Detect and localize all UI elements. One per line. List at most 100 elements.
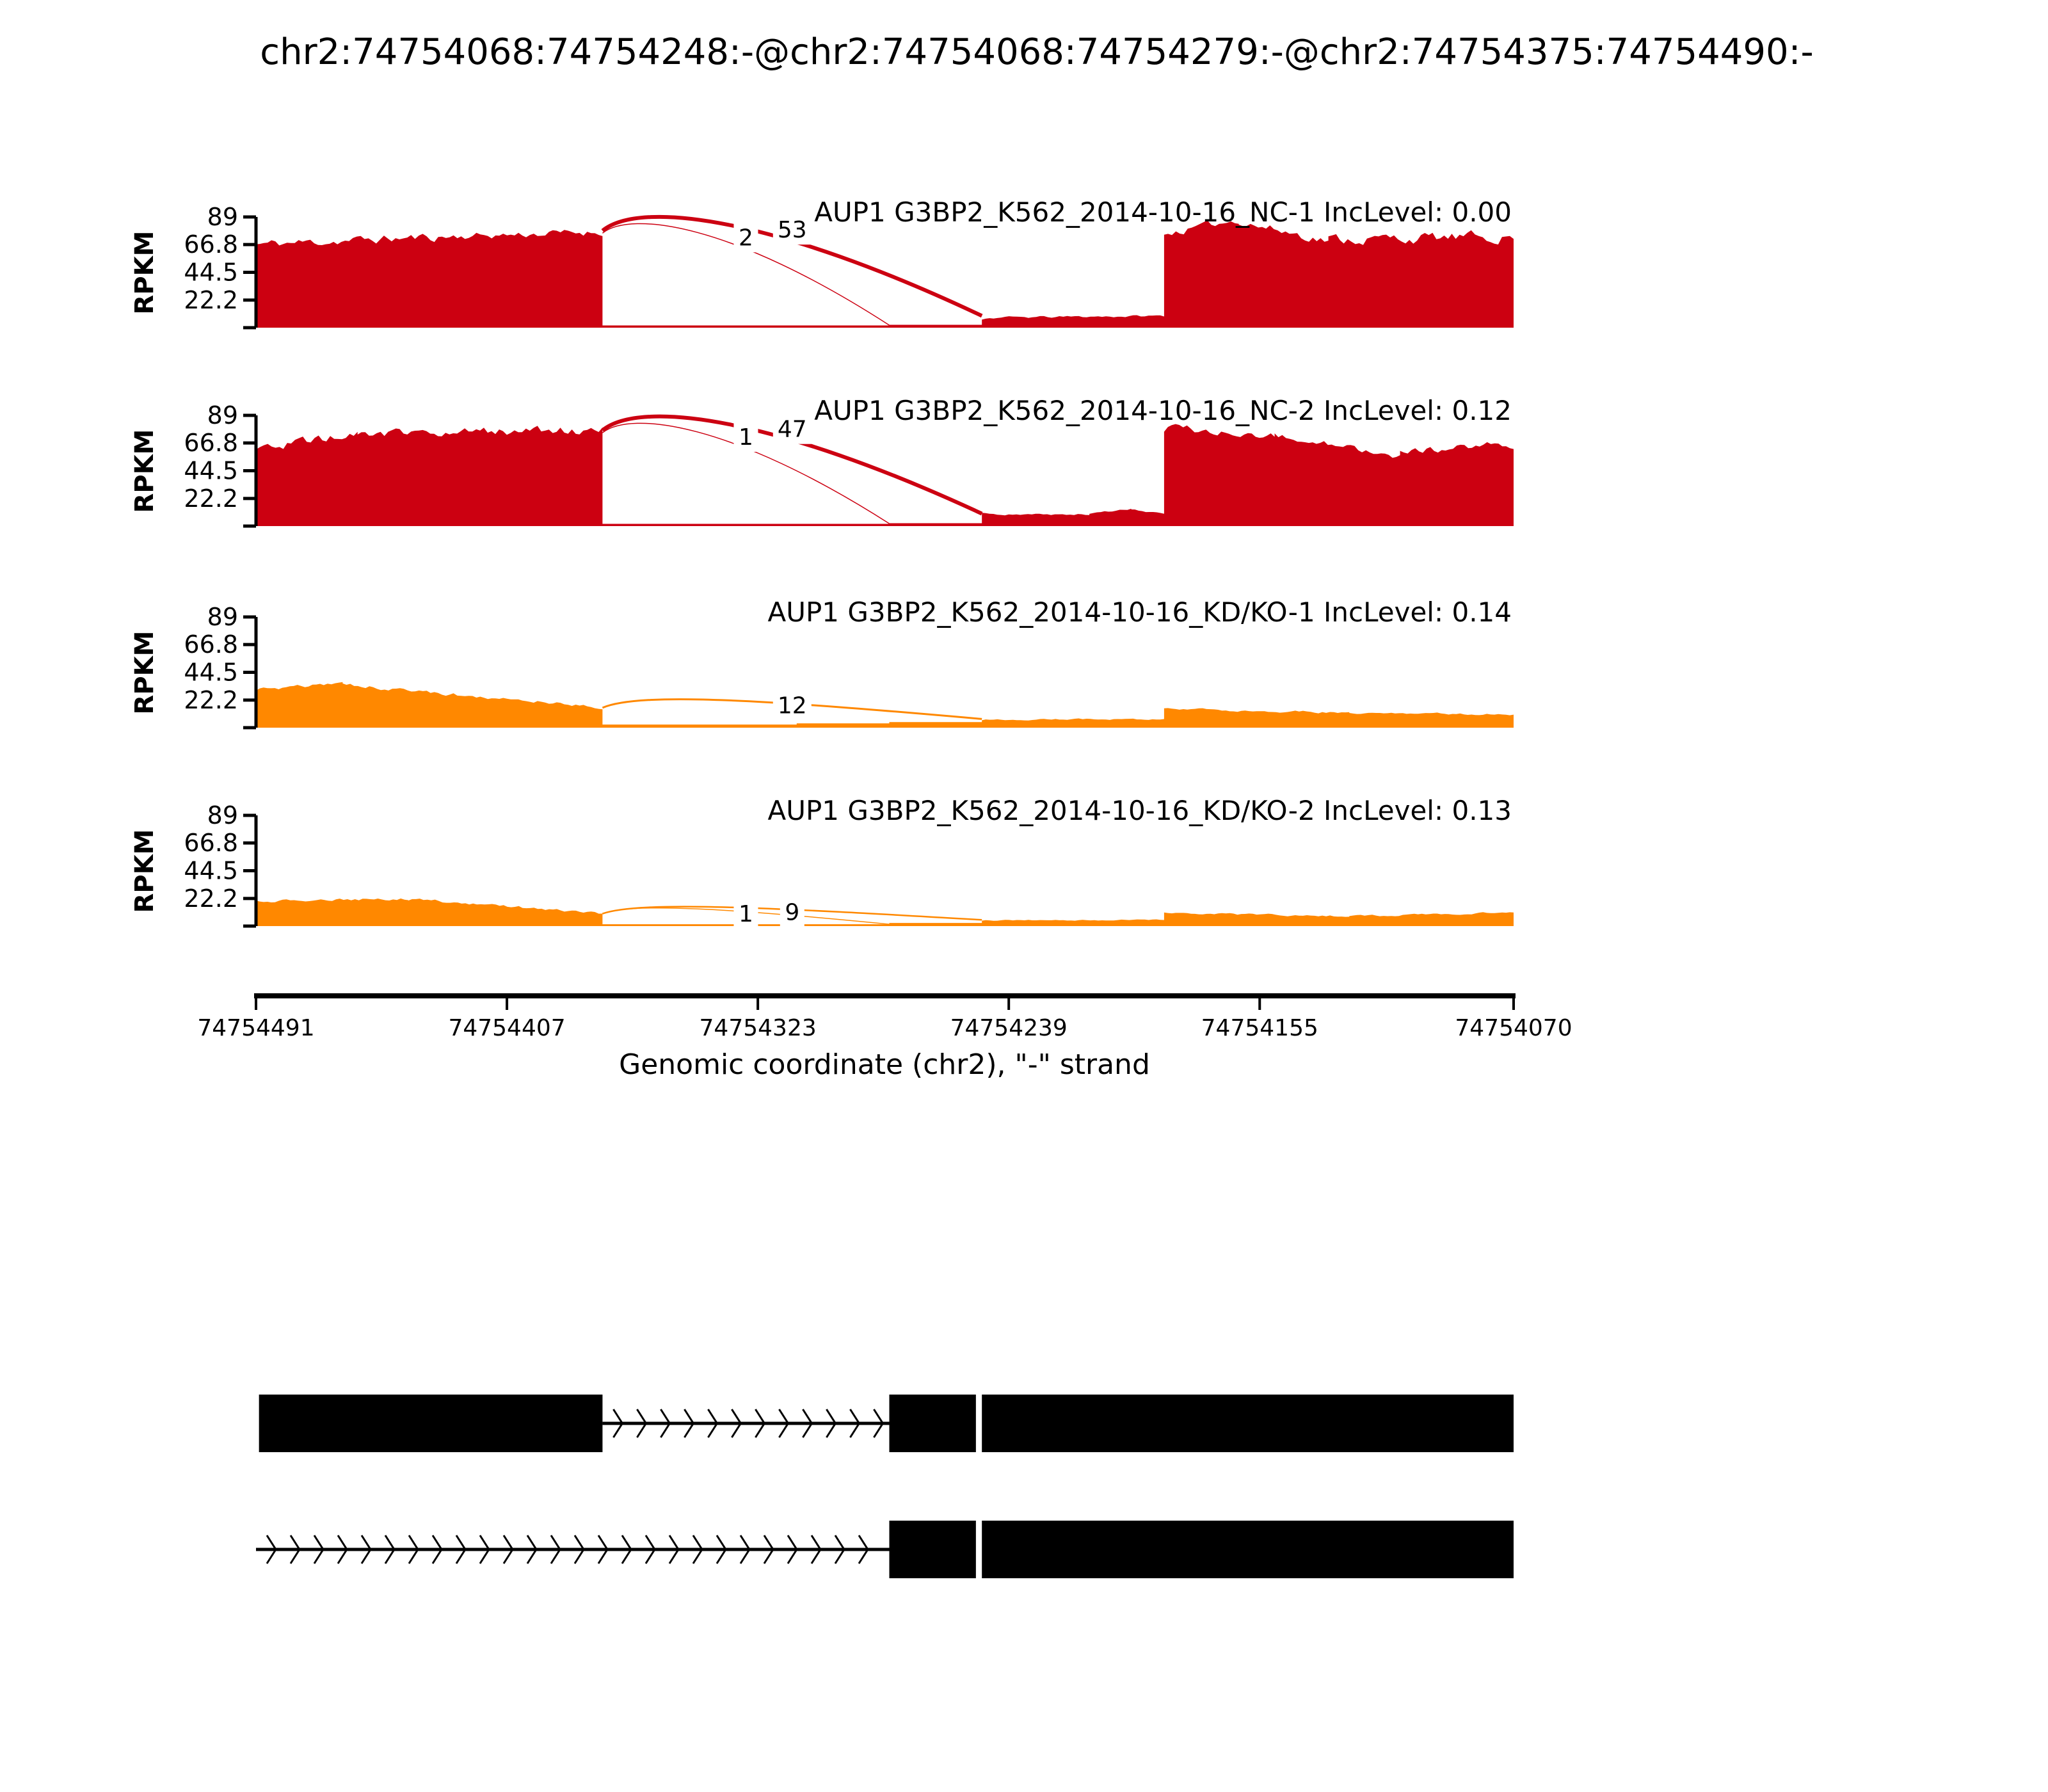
- intron-direction-arrow: [739, 1535, 751, 1564]
- intron-direction-arrow: [313, 1535, 324, 1564]
- intron-direction-arrow: [692, 1535, 703, 1564]
- intron-direction-arrow: [802, 1409, 813, 1438]
- intron-direction-arrow: [660, 1409, 671, 1438]
- y-tick-label: 44.5: [184, 457, 238, 485]
- transcript-exon: [889, 1521, 976, 1578]
- y-axis-title-track-2: RPKM: [130, 429, 159, 513]
- y-axis: [243, 413, 258, 528]
- intron-direction-arrow: [289, 1535, 301, 1564]
- y-tick-label: 22.2: [184, 686, 238, 714]
- intron-direction-arrow: [684, 1409, 695, 1438]
- x-tick-label: 74754239: [950, 1015, 1068, 1041]
- transcript-exon: [889, 1395, 976, 1452]
- intron-direction-arrow: [873, 1409, 884, 1438]
- intron-direction-arrow: [787, 1535, 798, 1564]
- y-tick-label: 22.2: [184, 286, 238, 314]
- junction-arc: [601, 214, 983, 318]
- junction-count-box: [780, 897, 804, 927]
- intron-direction-arrow: [668, 1535, 680, 1564]
- y-tick-label: 44.5: [184, 659, 238, 687]
- intron-direction-arrow: [834, 1535, 845, 1564]
- junction-count-box: [733, 223, 758, 253]
- y-tick-label: 66.8: [184, 230, 238, 259]
- transcript-1: [259, 1395, 1514, 1452]
- junction-arc: [602, 223, 890, 326]
- junction-arc: [601, 414, 983, 516]
- track-title-kdko-2: AUP1 G3BP2_K562_2014-10-16_KD/KO-2 IncLe…: [767, 795, 1512, 826]
- x-tick-label: 74754155: [1201, 1015, 1318, 1041]
- intron-direction-arrow: [479, 1535, 490, 1564]
- intron-direction-arrow: [716, 1535, 727, 1564]
- junction-count-label: 1: [739, 424, 753, 451]
- intron-direction-arrow: [858, 1535, 869, 1564]
- x-axis: 74754491 74754407 74754323 74754239 74754155…: [197, 993, 1572, 1041]
- intron-direction-arrow: [550, 1535, 561, 1564]
- y-tick-label: 89: [207, 401, 238, 429]
- x-axis-title: Genomic coordinate (chr2), "-" strand: [619, 1048, 1150, 1081]
- plot-title: chr2:74754068:74754248:-@chr2:74754068:7…: [260, 31, 1813, 73]
- junction-count-box: [772, 691, 812, 721]
- transcript-exon: [982, 1521, 1514, 1578]
- junction-count-box: [733, 899, 758, 929]
- junction-count-box: [733, 422, 758, 452]
- intron-direction-arrow: [612, 1409, 624, 1438]
- junction-count-box: [772, 215, 812, 245]
- intron-direction-arrow: [526, 1535, 538, 1564]
- junction-arc: [602, 422, 890, 524]
- y-axis-title-track-3: RPKM: [130, 631, 159, 715]
- junction-count-label: 2: [739, 225, 753, 251]
- y-axis-title-track-4: RPKM: [130, 829, 159, 913]
- transcript-2: [256, 1521, 1514, 1578]
- coverage-area: [256, 898, 1514, 926]
- y-tick-label: 44.5: [184, 259, 238, 287]
- y-tick-label: 22.2: [184, 484, 238, 513]
- track-title-kdko-1: AUP1 G3BP2_K562_2014-10-16_KD/KO-1 IncLe…: [767, 596, 1512, 628]
- intron-direction-arrow: [707, 1409, 719, 1438]
- y-tick-label: 66.8: [184, 630, 238, 659]
- intron-direction-arrow: [778, 1409, 790, 1438]
- track-title-nc-1: AUP1 G3BP2_K562_2014-10-16_NC-1 IncLevel…: [814, 196, 1512, 228]
- coverage-area: [256, 220, 1514, 328]
- junction-count-box: [772, 414, 812, 444]
- intron-direction-arrow: [455, 1535, 467, 1564]
- junction-arc: [602, 906, 982, 921]
- intron-direction-arrow: [621, 1535, 632, 1564]
- track-title-nc-2: AUP1 G3BP2_K562_2014-10-16_NC-2 IncLevel…: [814, 395, 1512, 426]
- y-axis: [243, 215, 258, 330]
- intron-direction-arrow: [755, 1409, 766, 1438]
- junction-count-label: 47: [778, 417, 807, 443]
- x-tick-label: 74754491: [197, 1015, 314, 1041]
- intron-direction-arrow: [597, 1535, 609, 1564]
- intron-direction-arrow: [431, 1535, 443, 1564]
- y-axis-title-track-1: RPKM: [130, 231, 159, 315]
- intron-direction-arrow: [408, 1535, 419, 1564]
- coverage-area: [256, 682, 1514, 728]
- intron-direction-arrow: [337, 1535, 348, 1564]
- x-tick-label: 74754070: [1455, 1015, 1572, 1041]
- y-tick-label: 89: [207, 203, 238, 231]
- x-tick-label: 74754323: [700, 1015, 817, 1041]
- y-tick-label: 22.2: [184, 884, 238, 913]
- intron-direction-arrow: [266, 1535, 277, 1564]
- junction-count-label: 12: [778, 692, 807, 719]
- intron-direction-arrow: [573, 1535, 585, 1564]
- junction-count-label: 9: [785, 900, 799, 926]
- transcript-exon: [259, 1395, 603, 1452]
- y-axis: [243, 615, 258, 730]
- transcript-exon: [982, 1395, 1514, 1452]
- junction-count-label: 53: [778, 217, 807, 243]
- y-tick-label: 89: [207, 603, 238, 631]
- intron-direction-arrow: [810, 1535, 822, 1564]
- intron-direction-arrow: [826, 1409, 837, 1438]
- intron-direction-arrow: [384, 1535, 396, 1564]
- intron-direction-arrow: [360, 1535, 372, 1564]
- gene-structure-layer: [256, 1395, 1514, 1578]
- intron-direction-arrow: [731, 1409, 742, 1438]
- y-tick-label: 89: [207, 801, 238, 829]
